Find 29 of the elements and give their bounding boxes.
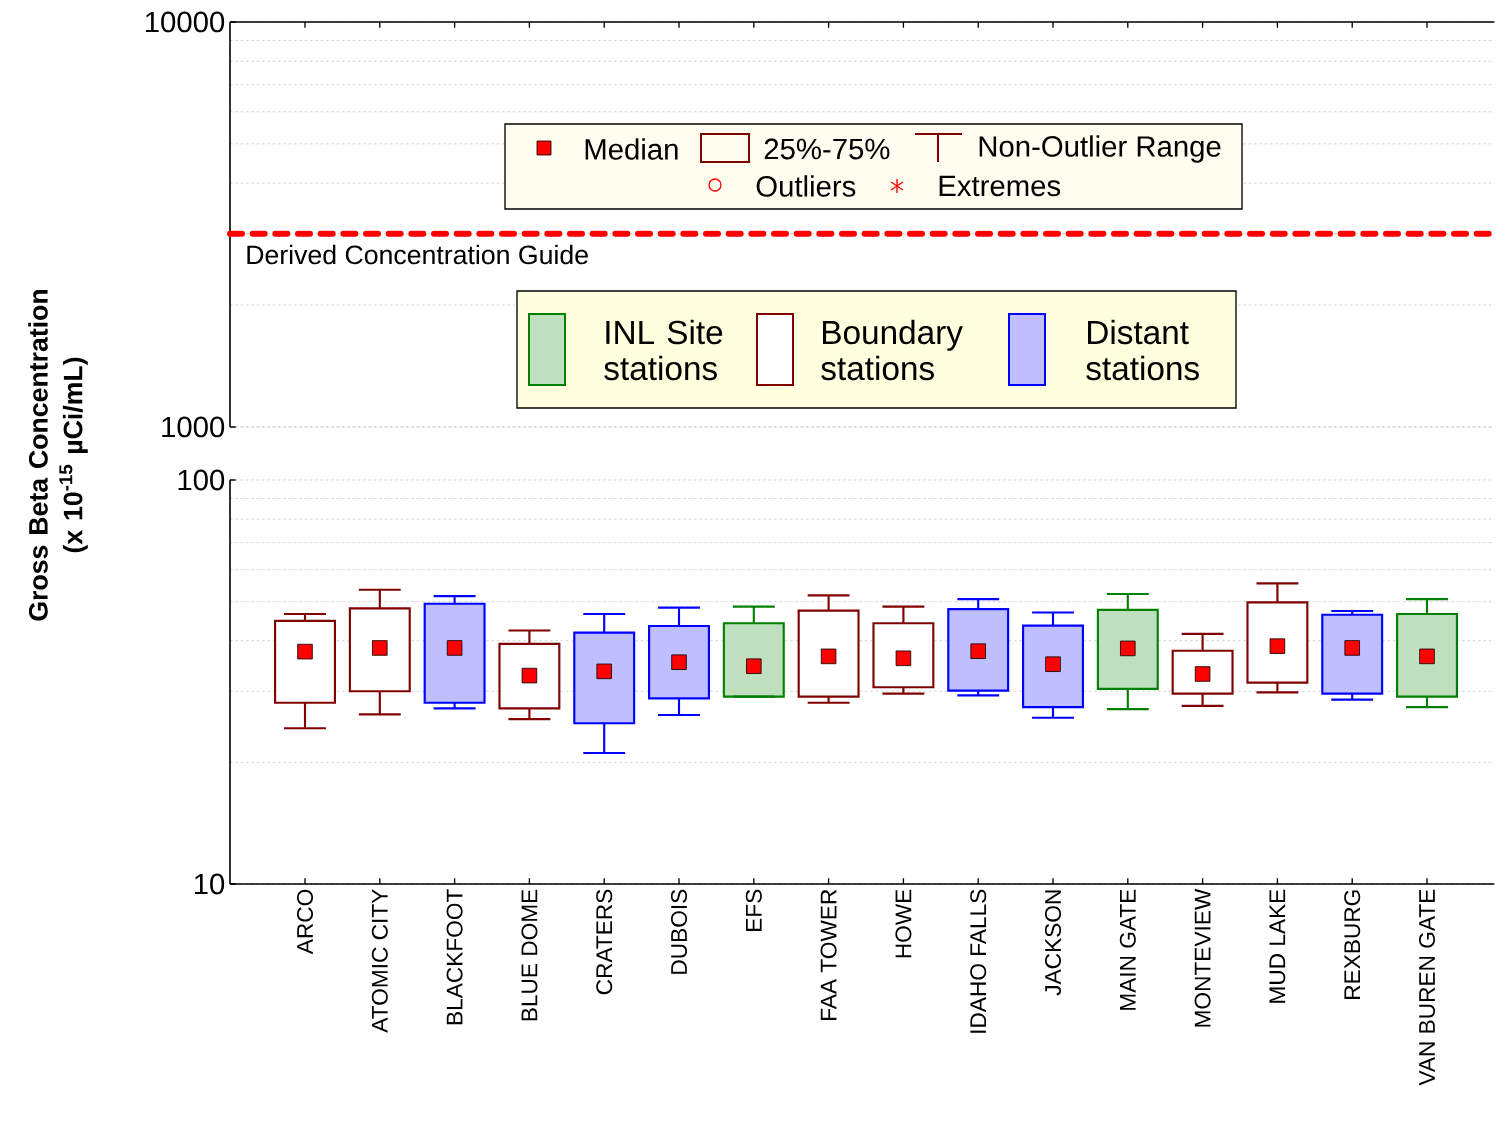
- legend-label: INL Site stations: [604, 319, 723, 381]
- x-tick-label: JACKSON: [1044, 890, 1062, 996]
- legend-label: Distant stations: [1086, 319, 1199, 381]
- x-tick-label: FAA TOWER: [820, 889, 837, 1020]
- annotation: Median: [585, 138, 678, 160]
- x-tick-label: MAIN GATE: [1119, 889, 1136, 1010]
- x-tick-label: IDAHO FALLS: [970, 889, 987, 1033]
- x-tick-label: MUD LAKE: [1269, 889, 1286, 1003]
- x-tick-label: REXBURG: [1344, 890, 1361, 999]
- x-tick-label: HOWE: [895, 889, 912, 958]
- x-tick-label: MONTEVIEW: [1194, 888, 1211, 1027]
- x-tick-label: VAN BUREN GATE: [1418, 889, 1436, 1086]
- y-tick-label: 10: [194, 873, 225, 895]
- x-tick-label: DUBOIS: [670, 889, 688, 974]
- ref-line-label: Derived Concentration Guide: [247, 244, 588, 265]
- x-tick-label: ARCO: [296, 889, 314, 955]
- annotation: Non-Outlier Range: [979, 135, 1221, 163]
- y-tick-label: 100: [178, 469, 225, 491]
- annotation: Extremes: [939, 175, 1061, 197]
- x-tick-label: BLACKFOOT: [446, 889, 463, 1025]
- x-tick-label: EFS: [745, 889, 762, 931]
- x-tick-label: ATOMIC CITY: [371, 889, 388, 1033]
- annotation: Outliers: [756, 175, 856, 197]
- x-tick-label: BLUE DOME: [521, 889, 538, 1021]
- annotation: 25%-75%: [764, 138, 890, 160]
- y-tick-label: 1000: [162, 416, 225, 438]
- y-tick-label: 10000: [145, 11, 225, 33]
- legend-label: Boundary stations: [821, 319, 963, 381]
- x-tick-label: CRATERS: [596, 889, 613, 995]
